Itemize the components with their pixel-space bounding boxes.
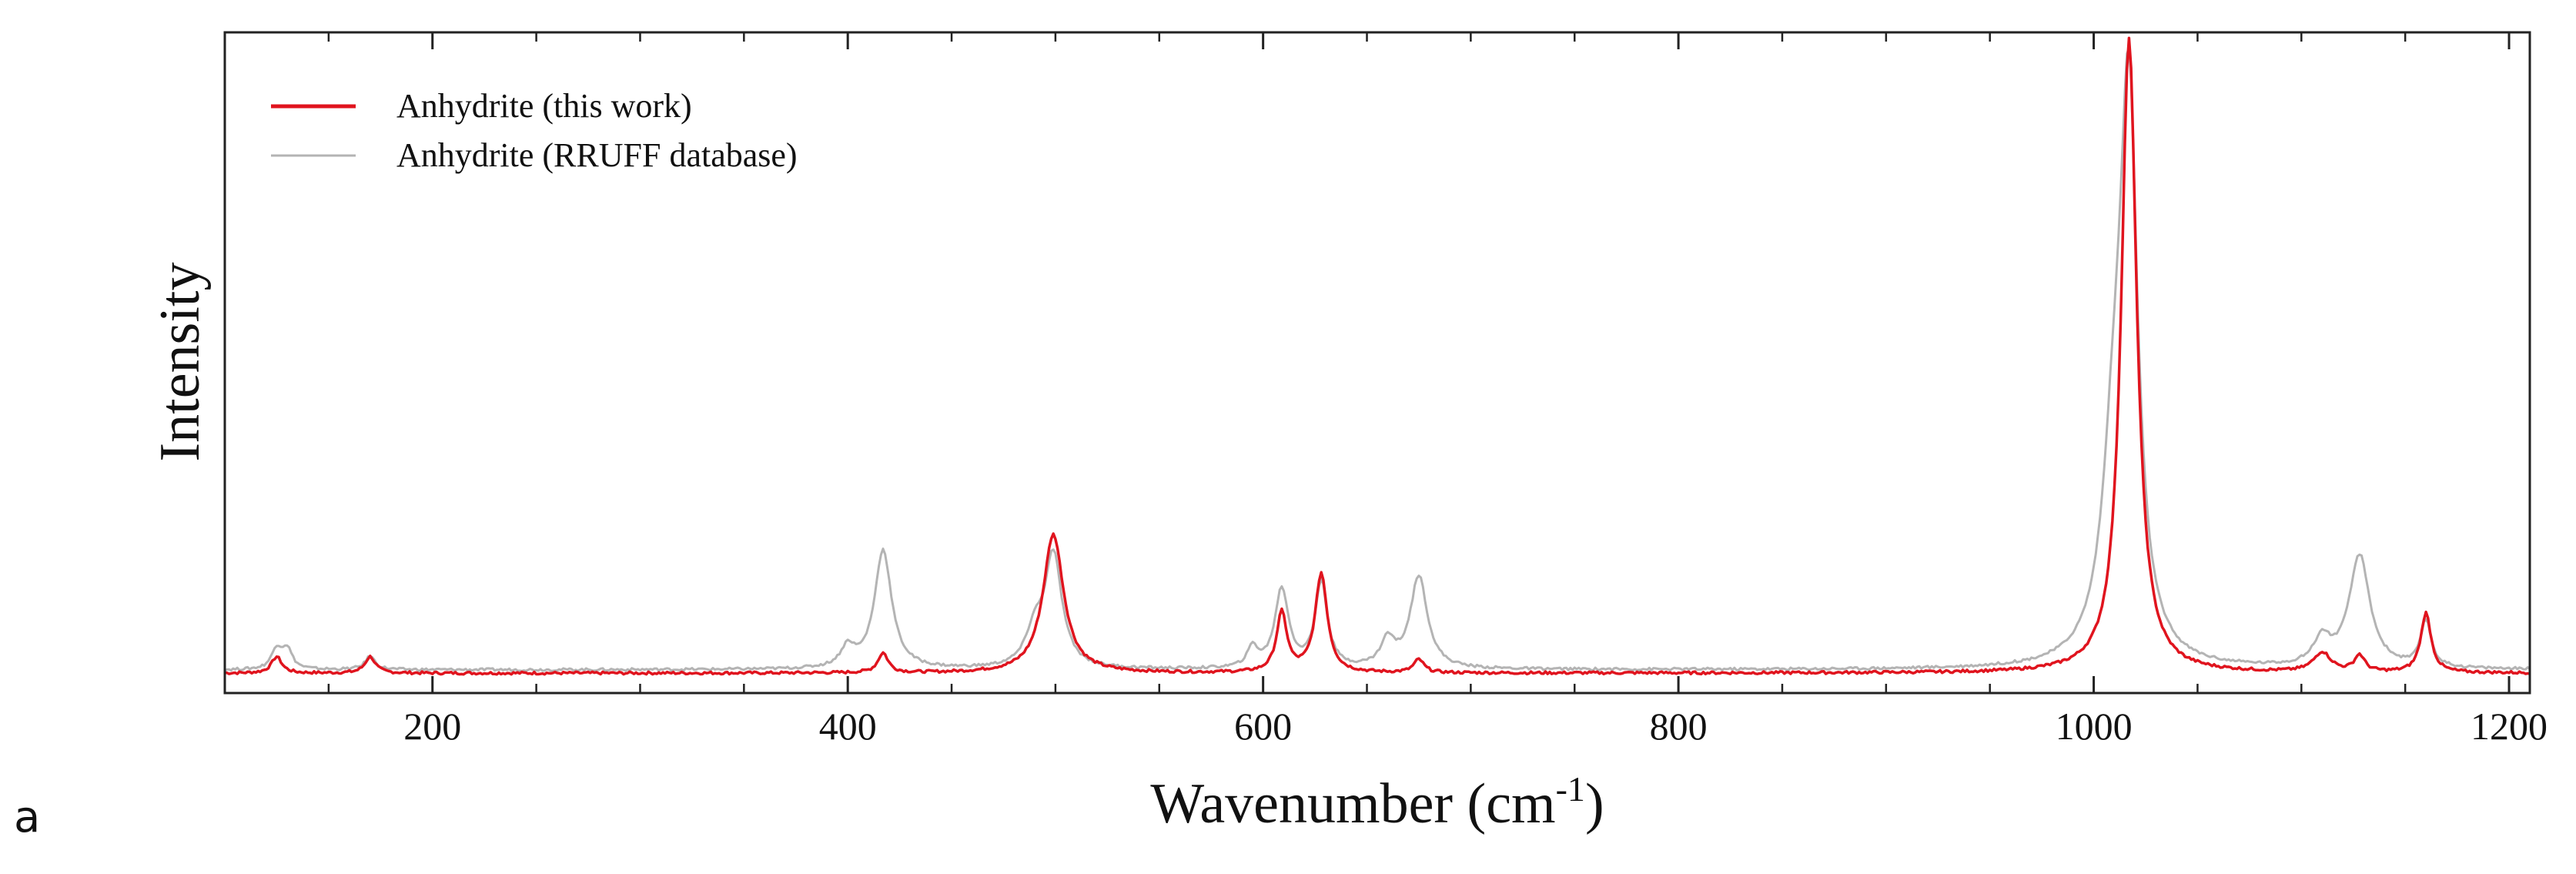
- y-axis-title: Intensity: [149, 263, 212, 462]
- x-axis-title-exponent: -1: [1556, 769, 1585, 809]
- x-tick-label: 600: [1234, 705, 1292, 748]
- panel-label: a: [14, 792, 40, 842]
- x-tick-label: 200: [403, 705, 461, 748]
- x-tick-label: 1000: [2056, 705, 2133, 748]
- x-tick-label: 1200: [2471, 705, 2548, 748]
- legend-label-rruff: Anhydrite (RRUFF database): [396, 136, 798, 174]
- x-axis-title: Wavenumber (cm-1): [1150, 769, 1604, 835]
- legend-label-this-work: Anhydrite (this work): [396, 87, 692, 125]
- x-tick-label: 400: [819, 705, 877, 748]
- series-layer: [224, 36, 2531, 676]
- series-line-rruff: [224, 46, 2531, 672]
- x-tick-label: 800: [1650, 705, 1708, 748]
- legend: Anhydrite (this work) Anhydrite (RRUFF d…: [271, 87, 798, 174]
- series-line-this-work: [224, 36, 2531, 676]
- ticks-layer: 200 400 600 800 1000 1200: [327, 32, 2548, 748]
- plot-frame: [223, 31, 2531, 695]
- x-axis-title-main: Wavenumber (cm: [1150, 772, 1555, 835]
- x-axis-title-close: ): [1585, 772, 1604, 835]
